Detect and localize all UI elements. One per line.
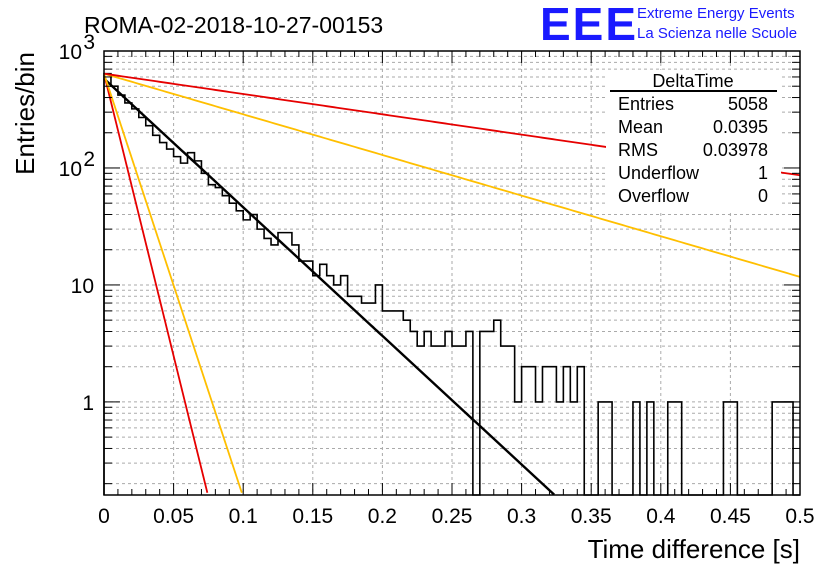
histogram-outline	[103, 72, 800, 496]
stats-label-mean: Mean	[618, 117, 663, 137]
chart-title: ROMA-02-2018-10-27-00153	[84, 12, 383, 38]
x-tick-label: 0.3	[507, 505, 536, 528]
stats-value-underflow: 1	[758, 163, 768, 183]
y-tick-label-base: 10	[59, 158, 82, 181]
x-tick-label: 0.5	[785, 505, 814, 528]
stats-box: DeltaTime Entries 5058 Mean 0.0395 RMS 0…	[606, 70, 781, 210]
y-tick-label-base: 10	[59, 41, 82, 64]
x-tick-label: 0.25	[432, 505, 473, 528]
stats-value-overflow: 0	[758, 186, 768, 206]
x-tick-labels: 0 0.05 0.1 0.15 0.2 0.25 0.3 0.35 0.4 0.45 0.5	[98, 505, 814, 528]
fit-curve	[103, 77, 555, 496]
y-tick-label-text: 10	[71, 275, 94, 298]
histogram	[103, 72, 800, 496]
y-tick-label-text: 1	[82, 392, 94, 415]
stats-label-underflow: Underflow	[618, 163, 700, 183]
x-tick-label: 0.1	[229, 505, 258, 528]
eee-logo: EEE Extreme Energy Events La Scienza nel…	[540, 0, 797, 50]
x-tick-label: 0	[98, 505, 110, 528]
y-tick-label: 10 3	[59, 31, 95, 64]
stats-box-bg	[606, 70, 781, 210]
x-tick-label: 0.15	[292, 505, 333, 528]
axis-ticks	[103, 50, 801, 495]
x-tick-label: 0.45	[710, 505, 751, 528]
stats-label-entries: Entries	[618, 94, 674, 114]
y-tick-label: 10 2	[59, 148, 95, 181]
x-tick-label: 0.4	[646, 505, 676, 528]
stats-value-entries: 5058	[728, 94, 768, 114]
y-tick-label-exponent: 2	[83, 148, 95, 171]
x-axis-label: Time difference [s]	[588, 534, 800, 564]
fit-curve	[103, 72, 801, 278]
logo-letters: EEE	[540, 0, 638, 50]
y-tick-label: 1	[82, 392, 94, 415]
fit-curve	[103, 73, 209, 493]
y-axis-label: Entries/bin	[10, 52, 40, 175]
logo-line1: Extreme Energy Events	[637, 5, 795, 22]
y-tick-label: 10	[71, 275, 94, 298]
stats-label-overflow: Overflow	[618, 186, 690, 206]
stats-value-rms: 0.03978	[703, 140, 768, 160]
x-tick-label: 0.2	[368, 505, 397, 528]
stats-label-rms: RMS	[618, 140, 658, 160]
stats-box-name: DeltaTime	[652, 71, 733, 91]
fit-curve	[103, 73, 243, 494]
x-tick-label: 0.05	[153, 505, 194, 528]
y-tick-label-exponent: 3	[83, 31, 95, 54]
stats-value-mean: 0.0395	[713, 117, 768, 137]
x-tick-label: 0.35	[571, 505, 612, 528]
logo-line2: La Scienza nelle Scuole	[637, 25, 797, 42]
